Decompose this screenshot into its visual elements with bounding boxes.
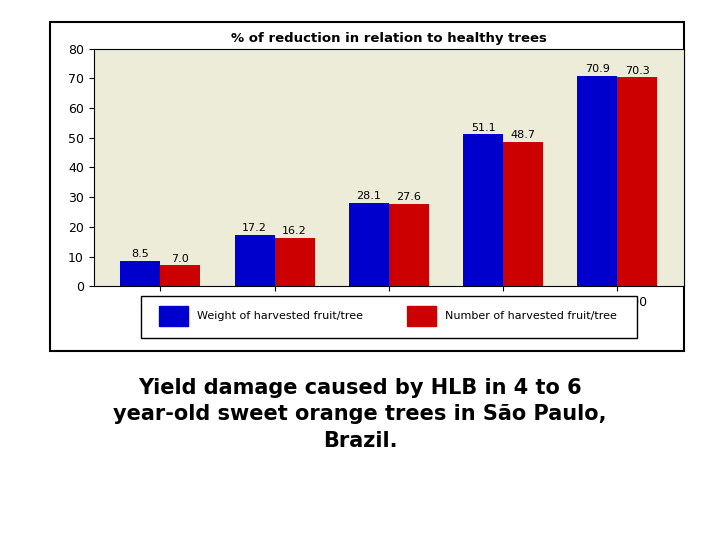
Bar bbox=[503, 141, 543, 286]
Title: % of reduction in relation to healthy trees: % of reduction in relation to healthy tr… bbox=[231, 32, 546, 45]
Text: 70.3: 70.3 bbox=[625, 66, 649, 76]
Bar bbox=[235, 235, 274, 286]
Text: Weight of harvested fruit/tree: Weight of harvested fruit/tree bbox=[197, 311, 363, 321]
Bar bbox=[389, 204, 429, 286]
Bar bbox=[348, 202, 389, 286]
Bar bbox=[141, 296, 636, 338]
Text: Yield damage caused by HLB in 4 to 6
year-old sweet orange trees in São Paulo,
B: Yield damage caused by HLB in 4 to 6 yea… bbox=[113, 378, 607, 451]
Text: 28.1: 28.1 bbox=[356, 191, 382, 201]
Text: 16.2: 16.2 bbox=[282, 226, 307, 237]
Text: 7.0: 7.0 bbox=[171, 254, 189, 264]
X-axis label: % of symptomatic canopy: % of symptomatic canopy bbox=[299, 314, 479, 327]
Bar bbox=[120, 261, 161, 286]
Bar bbox=[274, 238, 315, 286]
Bar bbox=[50, 22, 684, 351]
Text: 48.7: 48.7 bbox=[510, 130, 536, 140]
Bar bbox=[407, 306, 436, 326]
Bar bbox=[617, 77, 657, 286]
Text: 51.1: 51.1 bbox=[471, 123, 495, 133]
Bar bbox=[161, 266, 200, 286]
Text: 17.2: 17.2 bbox=[242, 224, 267, 233]
Bar bbox=[158, 306, 188, 326]
Text: 70.9: 70.9 bbox=[585, 64, 610, 74]
Text: 8.5: 8.5 bbox=[132, 249, 149, 259]
Text: Number of harvested fruit/tree: Number of harvested fruit/tree bbox=[445, 311, 617, 321]
Text: 27.6: 27.6 bbox=[396, 192, 421, 202]
Bar bbox=[577, 76, 617, 286]
Bar bbox=[463, 134, 503, 286]
